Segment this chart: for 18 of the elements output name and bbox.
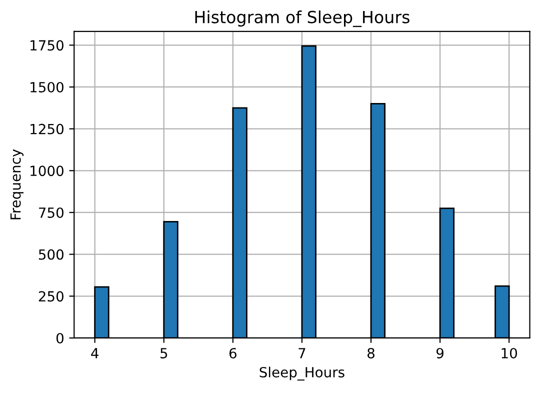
- x-tick-label: 5: [160, 348, 168, 358]
- x-tick-label: 10: [502, 348, 517, 358]
- x-axis-title: Sleep_Hours: [260, 366, 344, 381]
- x-tick-label: 7: [298, 348, 306, 358]
- x-tick-label: 9: [436, 348, 444, 358]
- y-tick-label: 1750: [30, 40, 64, 51]
- y-tick-label: 1000: [30, 166, 64, 176]
- y-tick-label: 1250: [30, 124, 64, 134]
- y-tick-label: 250: [38, 291, 64, 302]
- y-tick-label: 500: [38, 249, 64, 260]
- x-tick-label: 4: [91, 348, 98, 358]
- y-tick-label: 0: [56, 332, 64, 344]
- y-tick-label: 1500: [30, 82, 64, 92]
- x-tick-label: 6: [229, 348, 236, 358]
- y-tick-label: 750: [39, 207, 64, 218]
- chart-title: Histogram of Sleep_Hours: [195, 10, 410, 28]
- x-tick-label: 8: [368, 348, 374, 358]
- y-axis-title: Frequency: [10, 149, 24, 220]
